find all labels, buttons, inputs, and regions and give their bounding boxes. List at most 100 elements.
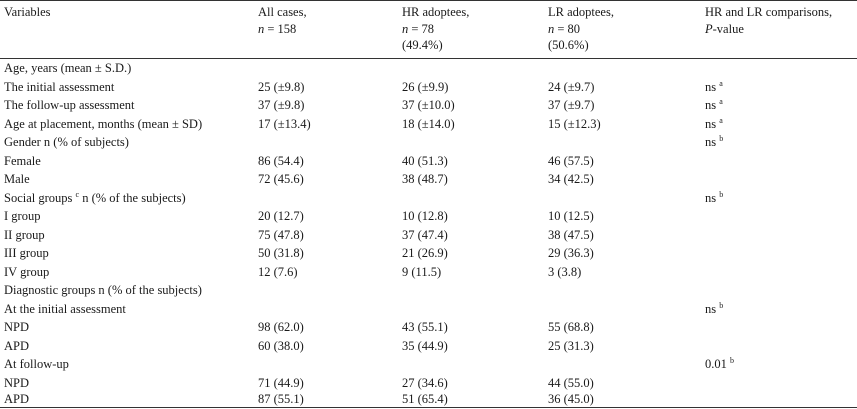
cell-hr: 40 (51.3) [402, 153, 448, 168]
row-label: Gender n (% of subjects) [4, 135, 129, 149]
header-hr-line1: HR adoptees, [402, 5, 470, 19]
cell-hr: 26 (±9.9) [402, 79, 449, 94]
header-all-cases-n-value: = 158 [264, 21, 297, 36]
table-row: Female 86 (54.4) 40 (51.3) 46 (57.5) [0, 152, 857, 170]
row-label: APD [4, 392, 30, 406]
header-lr-n-label: n [548, 21, 555, 36]
cell-all-cases: 25 (±9.8) [258, 79, 305, 94]
cell-lr: 36 (45.0) [548, 392, 594, 406]
comparison-value: 0.01 [705, 357, 727, 371]
cell-all-cases: 37 (±9.8) [258, 98, 305, 112]
comparison-value: ns [705, 135, 717, 149]
row-label: At the initial assessment [4, 301, 126, 316]
table-row: Diagnostic groups n (% of the subjects) [0, 281, 857, 299]
table-row: Age, years (mean ± S.D.) [0, 59, 857, 77]
row-label: NPD [4, 375, 30, 390]
comparison-value: ns [705, 98, 717, 112]
header-all-cases-line1: All cases, [258, 5, 307, 19]
cell-lr: 10 (12.5) [548, 209, 594, 223]
row-label: I group [4, 209, 41, 223]
header-lr-adoptees: LR adoptees, n = 80 (50.6%) [548, 4, 614, 54]
header-hr-n-label: n [402, 21, 409, 36]
cell-hr: 21 (26.9) [402, 246, 448, 260]
cell-hr: 10 (12.8) [402, 209, 448, 223]
table-row: The initial assessment 25 (±9.8) 26 (±9.… [0, 78, 857, 96]
cell-hr: 43 (55.1) [402, 320, 448, 334]
cell-comparison: ns b [705, 133, 723, 151]
table-row: NPD 98 (62.0) 43 (55.1) 55 (68.8) [0, 318, 857, 336]
row-label: IV group [4, 264, 50, 279]
cell-comparison: ns b [705, 189, 723, 207]
cell-all-cases: 60 (38.0) [258, 338, 304, 353]
header-comparison-p-label: P [705, 21, 713, 36]
header-rule [0, 58, 857, 59]
bottom-rule [0, 407, 857, 408]
row-label: Age, years (mean ± S.D.) [4, 61, 132, 75]
row-label: II group [4, 227, 45, 242]
comparison-value: ns [705, 301, 717, 316]
header-comparison-line1: HR and LR comparisons, [705, 5, 833, 19]
table-row: At follow-up 0.01 b [0, 355, 857, 373]
row-label: Female [4, 153, 41, 168]
cell-all-cases: 75 (47.8) [258, 227, 304, 242]
cell-hr: 35 (44.9) [402, 338, 448, 353]
cell-lr: 55 (68.8) [548, 320, 594, 334]
row-label: The follow-up assessment [4, 98, 135, 112]
cell-comparison: ns b [705, 300, 723, 318]
cell-lr: 3 (3.8) [548, 264, 582, 279]
table-row: II group 75 (47.8) 37 (47.4) 38 (47.5) [0, 226, 857, 244]
row-label-rest: n (% of the subjects) [82, 190, 186, 205]
cell-hr: 38 (48.7) [402, 172, 448, 186]
cell-all-cases: 98 (62.0) [258, 320, 304, 334]
footnote-marker: b [730, 356, 734, 365]
cell-all-cases: 12 (7.6) [258, 264, 298, 279]
table-row: Gender n (% of subjects) ns b [0, 133, 857, 151]
table-row: APD 60 (38.0) 35 (44.9) 25 (31.3) [0, 337, 857, 355]
footnote-marker: a [719, 97, 723, 106]
cell-all-cases: 17 (±13.4) [258, 116, 311, 131]
cell-lr: 24 (±9.7) [548, 79, 595, 94]
footnote-marker: b [719, 134, 724, 143]
comparison-value: ns [705, 190, 717, 205]
row-label: Diagnostic groups n (% of the subjects) [4, 283, 202, 297]
footnote-marker: c [75, 189, 80, 199]
cell-all-cases: 87 (55.1) [258, 392, 304, 406]
header-lr-line1: LR adoptees, [548, 5, 614, 19]
cell-hr: 51 (65.4) [402, 392, 448, 406]
header-hr-n-value: = 78 [408, 21, 435, 36]
header-lr-n: n = 80 [548, 21, 614, 38]
cell-all-cases: 20 (12.7) [258, 209, 304, 223]
cell-lr: 46 (57.5) [548, 153, 594, 168]
row-label: APD [4, 338, 30, 353]
cell-hr: 18 (±14.0) [402, 116, 455, 131]
cell-hr: 27 (34.6) [402, 375, 448, 390]
header-lr-n-value: = 80 [554, 21, 581, 36]
header-lr-pct: (50.6%) [548, 38, 589, 52]
header-all-cases-n-label: n [258, 21, 265, 36]
table-row: IV group 12 (7.6) 9 (11.5) 3 (3.8) [0, 263, 857, 281]
header-variables: Variables [4, 4, 51, 21]
cell-hr: 37 (±10.0) [402, 98, 455, 112]
table-row: The follow-up assessment 37 (±9.8) 37 (±… [0, 96, 857, 114]
cell-lr: 37 (±9.7) [548, 98, 595, 112]
header-variables-label: Variables [4, 5, 51, 19]
cell-all-cases: 86 (54.4) [258, 153, 304, 168]
table-row: NPD 71 (44.9) 27 (34.6) 44 (55.0) [0, 374, 857, 392]
header-comparison-p: P-value [705, 21, 832, 38]
row-label: Age at placement, months (mean ± SD) [4, 116, 203, 131]
header-comparison: HR and LR comparisons, P-value [705, 4, 832, 37]
header-comparison-p-rest: -value [712, 21, 744, 36]
row-label: NPD [4, 320, 30, 334]
row-label-text: Social groups [4, 190, 73, 205]
cell-lr: 34 (42.5) [548, 172, 594, 186]
table-row: Age at placement, months (mean ± SD) 17 … [0, 115, 857, 133]
cell-comparison: ns a [705, 96, 723, 114]
table-row: Male 72 (45.6) 38 (48.7) 34 (42.5) [0, 170, 857, 188]
table-row: I group 20 (12.7) 10 (12.8) 10 (12.5) [0, 207, 857, 225]
footnote-marker: a [719, 78, 723, 88]
row-label: Male [4, 172, 30, 186]
table-row: APD 87 (55.1) 51 (65.4) 36 (45.0) [0, 390, 857, 408]
header-hr-adoptees: HR adoptees, n = 78 (49.4%) [402, 4, 469, 54]
row-label: At follow-up [4, 357, 69, 371]
cell-comparison: ns a [705, 78, 723, 96]
